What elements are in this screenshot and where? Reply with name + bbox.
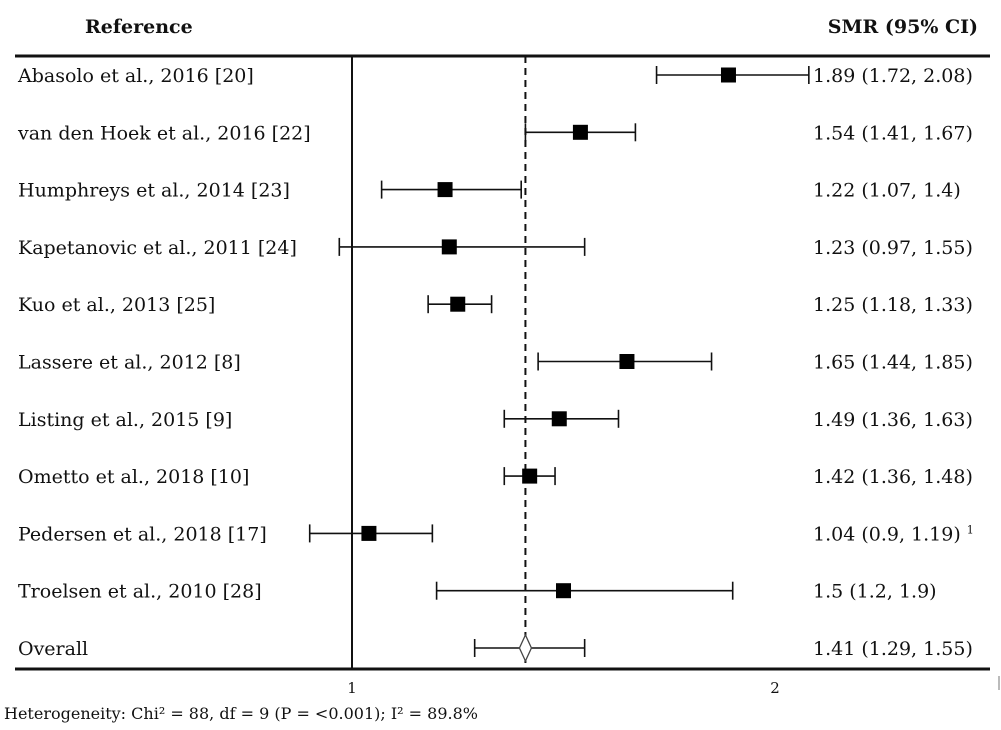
overall-ci-text: 1.41 (1.29, 1.55) — [813, 638, 973, 660]
x-tick-label: 2 — [770, 679, 780, 697]
ci-text: 1.49 (1.36, 1.63) — [813, 409, 973, 431]
study-label: Kapetanovic et al., 2011 [24] — [18, 237, 297, 259]
ci-text: 1.54 (1.41, 1.67) — [813, 122, 973, 144]
study-label: Pedersen et al., 2018 [17] — [18, 523, 267, 545]
point-estimate — [551, 411, 567, 427]
overall-diamond — [518, 633, 533, 663]
study-label: Listing et al., 2015 [9] — [18, 409, 232, 431]
ci-text: 1.23 (0.97, 1.55) — [813, 237, 973, 259]
ci-text: 1.25 (1.18, 1.33) — [813, 294, 973, 316]
study-label: van den Hoek et al., 2016 [22] — [17, 122, 311, 144]
ci-text: 1.65 (1.44, 1.85) — [813, 352, 973, 374]
ci-text: 1.42 (1.36, 1.48) — [813, 466, 973, 488]
point-estimate — [441, 239, 457, 255]
study-label: Abasolo et al., 2016 [20] — [17, 65, 254, 87]
study-label: Ometto et al., 2018 [10] — [18, 466, 249, 488]
heterogeneity-footer: Heterogeneity: Chi² = 88, df = 9 (P = <0… — [4, 704, 478, 723]
point-estimate — [572, 124, 588, 140]
ci-text: 1.5 (1.2, 1.9) — [813, 581, 937, 603]
study-label: Lassere et al., 2012 [8] — [18, 352, 241, 374]
ci-footnote-marker: 1 — [967, 523, 974, 536]
point-estimate — [522, 468, 538, 484]
point-estimate — [361, 525, 377, 541]
ci-text: 1.22 (1.07, 1.4) — [813, 180, 961, 202]
study-label: Troelsen et al., 2010 [28] — [18, 581, 262, 603]
ci-text: 1.89 (1.72, 2.08) — [813, 65, 973, 87]
point-estimate — [720, 67, 736, 83]
header-smr: SMR (95% CI) — [828, 16, 978, 38]
point-estimate — [437, 182, 453, 198]
overall-label: Overall — [18, 638, 88, 660]
point-estimate — [556, 583, 571, 599]
x-tick-label: 1 — [347, 679, 357, 697]
header-reference: Reference — [85, 16, 193, 38]
point-estimate — [619, 354, 635, 369]
study-label: Kuo et al., 2013 [25] — [18, 294, 215, 316]
study-label: Humphreys et al., 2014 [23] — [18, 180, 290, 202]
point-estimate — [450, 296, 466, 312]
ci-text: 1.04 (0.9, 1.19) 1 — [813, 523, 974, 545]
